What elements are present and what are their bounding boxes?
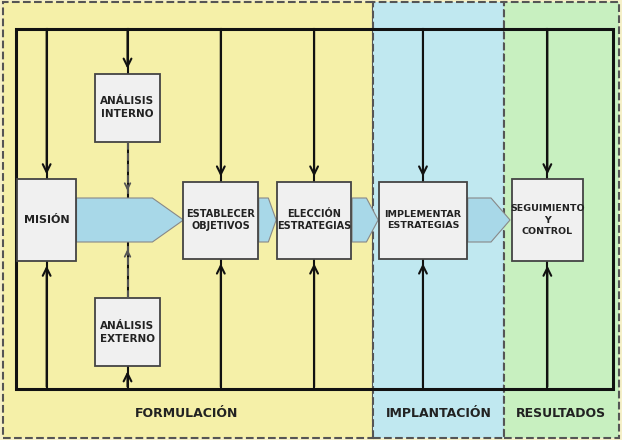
Bar bbox=[379, 181, 466, 259]
Bar bbox=[183, 181, 258, 259]
Text: ANÁLISIS
EXTERNO: ANÁLISIS EXTERNO bbox=[100, 321, 155, 344]
Text: RESULTADOS: RESULTADOS bbox=[516, 407, 606, 420]
Bar bbox=[277, 181, 351, 259]
Bar bbox=[504, 2, 619, 438]
Text: SEGUIMIENTO
Y
CONTROL: SEGUIMIENTO Y CONTROL bbox=[510, 204, 585, 236]
Text: ESTABLECER
OBJETIVOS: ESTABLECER OBJETIVOS bbox=[187, 209, 255, 231]
Bar bbox=[16, 29, 613, 389]
Bar bbox=[3, 2, 373, 438]
Text: MISIÓN: MISIÓN bbox=[24, 215, 70, 225]
Polygon shape bbox=[352, 198, 378, 242]
Bar bbox=[17, 180, 76, 260]
Text: ANÁLISIS
INTERNO: ANÁLISIS INTERNO bbox=[100, 96, 155, 119]
Bar bbox=[95, 73, 160, 142]
Text: IMPLANTACIÓN: IMPLANTACIÓN bbox=[386, 407, 491, 420]
Bar bbox=[95, 298, 160, 366]
Bar bbox=[511, 180, 583, 260]
Polygon shape bbox=[468, 198, 510, 242]
Text: ELECCIÓN
ESTRATEGIAS: ELECCIÓN ESTRATEGIAS bbox=[277, 209, 351, 231]
Text: IMPLEMENTAR
ESTRATEGIAS: IMPLEMENTAR ESTRATEGIAS bbox=[384, 210, 462, 230]
Bar bbox=[373, 2, 504, 438]
Text: FORMULACIÓN: FORMULACIÓN bbox=[135, 407, 238, 420]
Polygon shape bbox=[259, 198, 276, 242]
Polygon shape bbox=[77, 198, 183, 242]
